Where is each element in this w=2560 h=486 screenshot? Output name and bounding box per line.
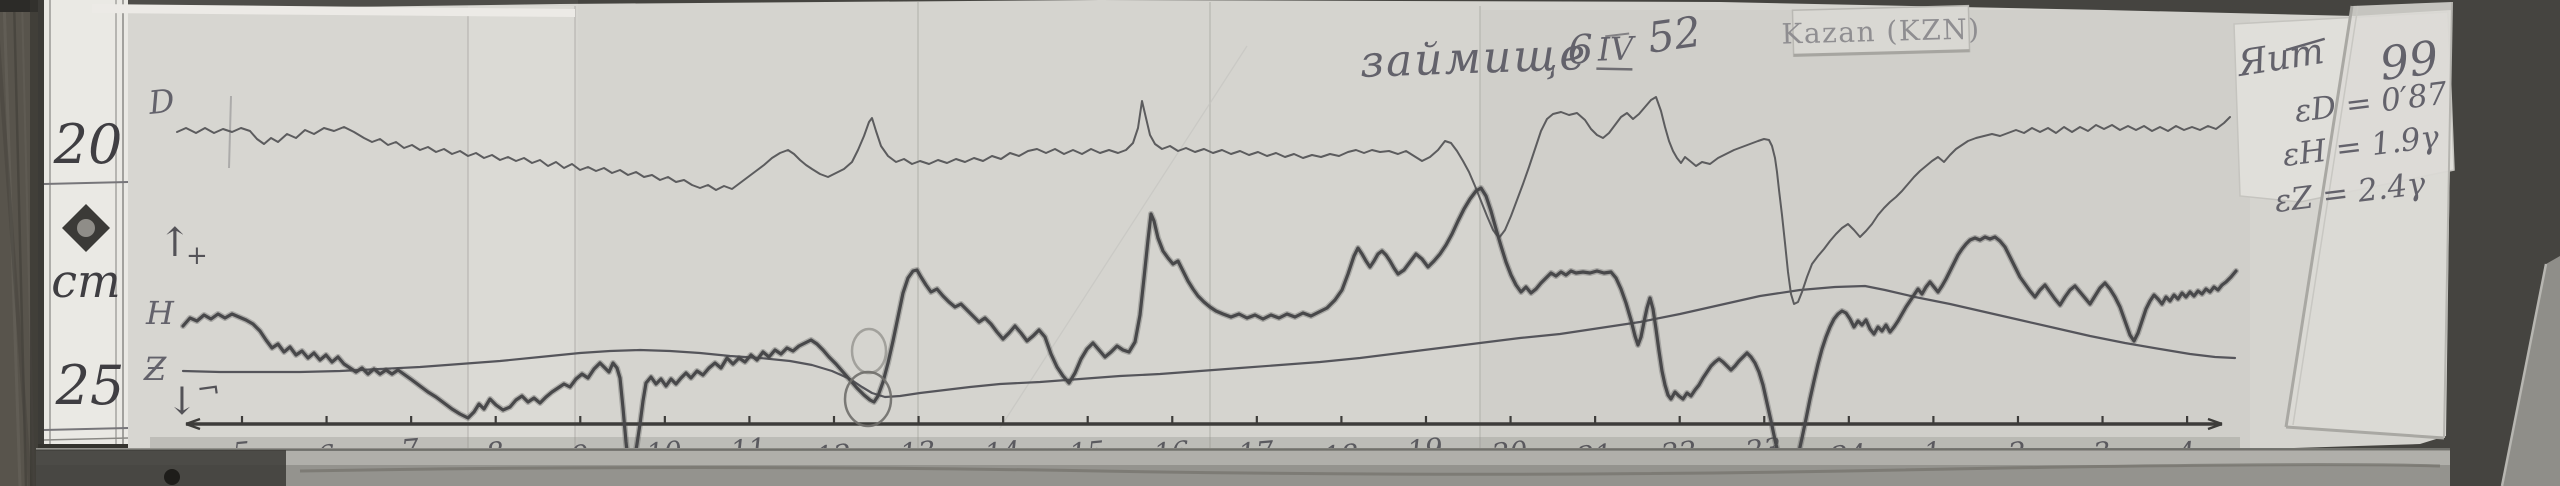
z-component-label: Ƶ bbox=[143, 350, 167, 388]
ruler-number-25: 25 bbox=[55, 354, 125, 417]
paper-light-band bbox=[468, 6, 575, 450]
chart-paper bbox=[128, 0, 2452, 452]
shelf-strip bbox=[35, 448, 2451, 486]
d-component-label: D bbox=[146, 81, 176, 122]
station-label: Kazan (KZN) bbox=[1781, 4, 1981, 58]
title-day: 6 bbox=[1567, 27, 1594, 74]
title-year: 52 bbox=[1644, 7, 1704, 63]
ruler-unit: cm bbox=[51, 254, 120, 308]
plus-sign-mark: + bbox=[186, 241, 208, 271]
corner-sheet-edge bbox=[2500, 256, 2560, 486]
circled-crossing-annotation bbox=[843, 327, 893, 428]
trace-D bbox=[176, 96, 2231, 305]
ruler-diamond-hole bbox=[77, 219, 95, 237]
axis-right-arrow-icon bbox=[2207, 417, 2223, 431]
trace-labels: D ↑ + H Ƶ ↓ ¬ bbox=[143, 81, 222, 423]
axis-left-arrow-icon bbox=[185, 417, 201, 431]
ruler: 20 cm 25 bbox=[38, 0, 130, 486]
down-arrow-icon: ↓ bbox=[166, 379, 198, 423]
h-component-label: H bbox=[145, 294, 175, 332]
wood-strip bbox=[0, 0, 38, 486]
title-place: займище bbox=[1359, 29, 1588, 88]
trace-Z bbox=[181, 284, 2237, 399]
scratch-line bbox=[999, 45, 1248, 429]
ruler-number-20: 20 bbox=[53, 113, 123, 176]
trace-curves bbox=[176, 96, 2239, 481]
up-arrow-icon: ↑ bbox=[158, 220, 192, 266]
glass-plate bbox=[2284, 1, 2453, 440]
handwritten-title: займище 6 IV 52 bbox=[1359, 7, 1704, 88]
top-sheet-edge bbox=[92, 4, 575, 17]
shelf-knob bbox=[164, 469, 180, 485]
down-direction-mark: ¬ bbox=[194, 371, 222, 407]
pencil-circle-annotation bbox=[850, 327, 888, 375]
station-label-text: Kazan (KZN) bbox=[1781, 12, 1981, 50]
trace-H bbox=[181, 186, 2238, 480]
corner-number: 99 bbox=[2377, 30, 2442, 91]
